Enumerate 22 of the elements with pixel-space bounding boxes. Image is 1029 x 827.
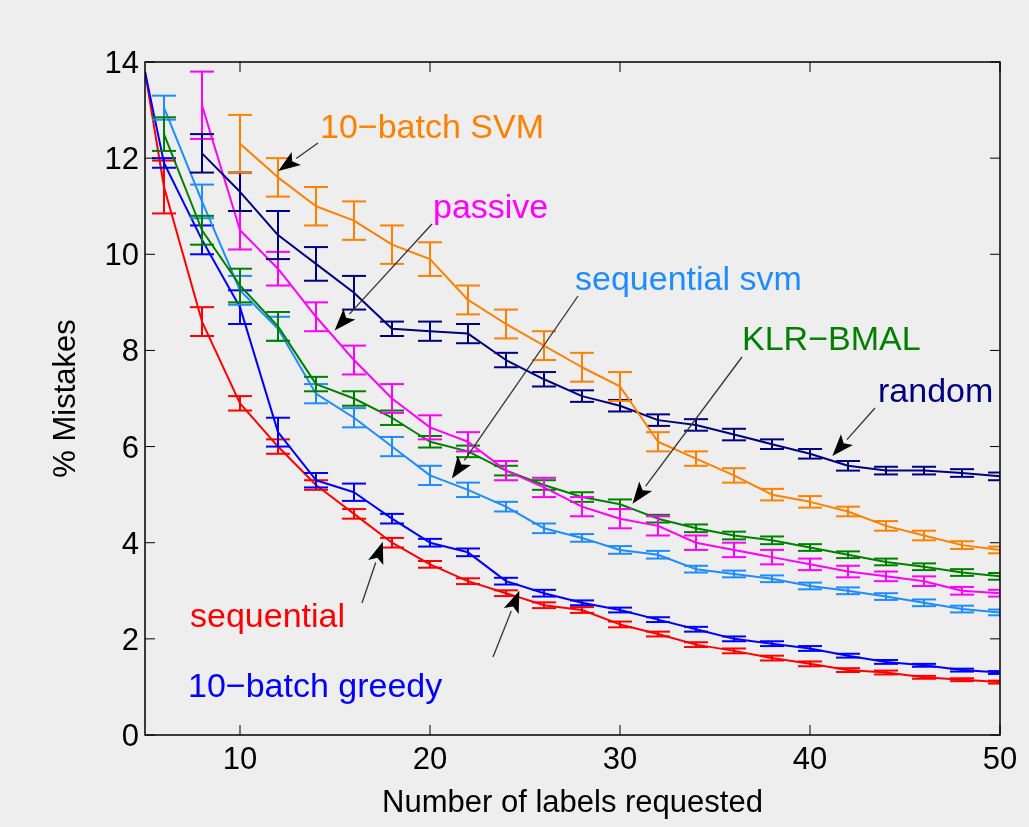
- text: sequential: [190, 596, 346, 634]
- y-tick-label: 4: [121, 525, 139, 561]
- y-tick-label: 12: [104, 141, 139, 177]
- text: passive: [433, 187, 549, 225]
- y-tick-label: 6: [121, 429, 139, 465]
- series-label: 10−batch SVM: [320, 107, 544, 145]
- x-tick-label: 40: [792, 741, 828, 776]
- x-tick-label: 30: [602, 741, 638, 776]
- x-tick-label: 20: [412, 741, 448, 776]
- text: sequential svm: [575, 259, 802, 297]
- text: 10−batch greedy: [188, 666, 443, 704]
- y-axis-title: % Mistakes: [47, 319, 82, 478]
- y-tick-label: 14: [104, 45, 139, 80]
- y-tick-label: 8: [121, 333, 139, 369]
- x-axis-title: Number of labels requested: [382, 784, 763, 819]
- text: KLR−BMAL: [742, 319, 921, 357]
- y-tick-label: 0: [121, 718, 139, 753]
- y-tick-label: 2: [121, 621, 139, 657]
- x-tick-label: 10: [222, 741, 258, 776]
- x-tick-label: 50: [982, 741, 1018, 776]
- y-tick-label: 10: [104, 237, 139, 273]
- series-label: random: [878, 371, 994, 409]
